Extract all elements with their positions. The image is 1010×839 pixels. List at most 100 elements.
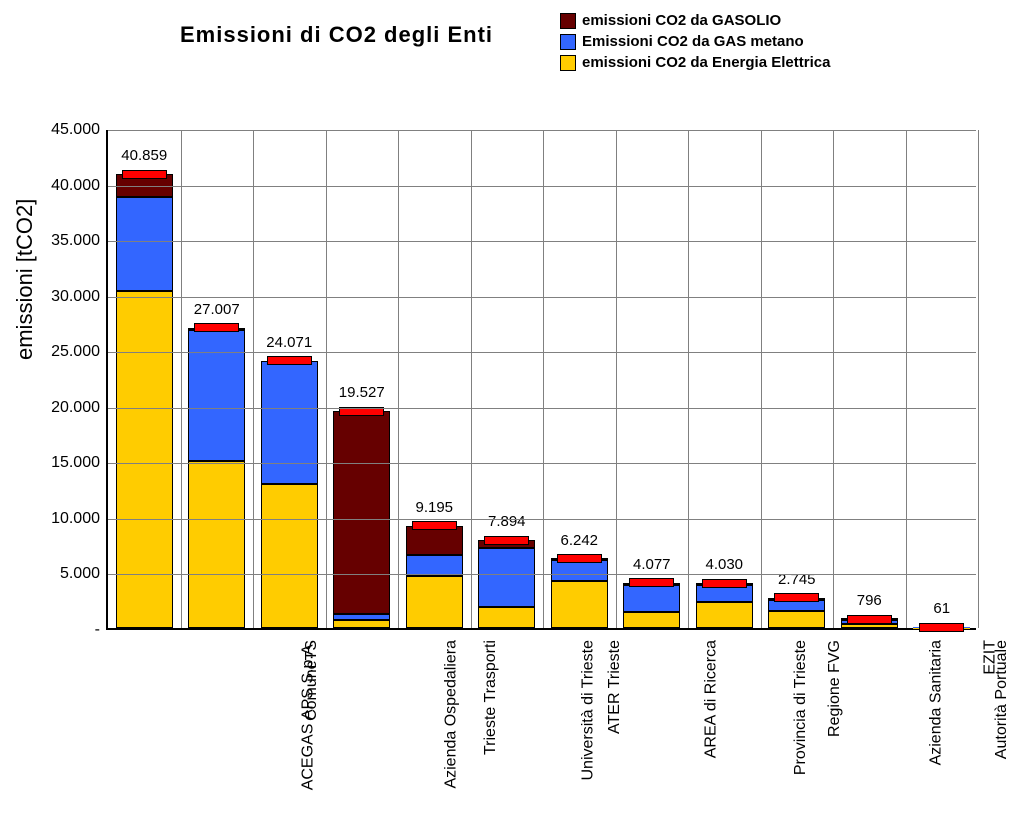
y-tick-label: 40.000: [51, 177, 108, 195]
bar-total-label: 9.195: [415, 499, 453, 516]
legend-item-gas: Emissioni CO2 da GAS metano: [560, 33, 830, 50]
bar-group: [406, 526, 463, 628]
gridline: [108, 241, 976, 242]
bar-total-label: 796: [857, 592, 882, 609]
x-category-label: EZIT: [981, 640, 999, 675]
bar-segment-gasolio: [333, 411, 390, 614]
bar-group: [768, 598, 825, 628]
y-tick-label: 25.000: [51, 343, 108, 361]
bar-red-cap: [629, 578, 674, 587]
vgridline: [761, 130, 762, 628]
x-category-label: Azienda Ospedaliera: [443, 640, 461, 789]
bar-red-cap: [267, 356, 312, 365]
bar-total-label: 27.007: [194, 301, 240, 318]
vgridline: [833, 130, 834, 628]
bar-segment-elettrica: [406, 576, 463, 628]
x-category-label: Provincia di Trieste: [792, 640, 810, 775]
legend-swatch-gas: [560, 34, 576, 50]
co2-emissions-chart: Emissioni di CO2 degli Enti emissioni CO…: [0, 0, 1010, 839]
y-tick-label: 20.000: [51, 399, 108, 417]
x-category-label: Trieste Trasporti: [482, 640, 500, 755]
y-tick-label: 10.000: [51, 510, 108, 528]
gridline: [108, 574, 976, 575]
bar-group: [623, 583, 680, 628]
bar-red-cap: [484, 536, 529, 545]
vgridline: [181, 130, 182, 628]
bar-red-cap: [919, 623, 964, 632]
x-category-label: ATER Trieste: [606, 640, 624, 734]
legend-label-gas: Emissioni CO2 da GAS metano: [582, 33, 804, 50]
legend: emissioni CO2 da GASOLIO Emissioni CO2 da…: [560, 12, 830, 75]
chart-title: Emissioni di CO2 degli Enti: [180, 22, 493, 48]
bar-segment-elettrica: [333, 620, 390, 628]
x-category-label: ComuneTS: [303, 640, 321, 721]
bar-group: [478, 540, 535, 628]
bar-segment-gas: [188, 330, 245, 461]
gridline: [108, 297, 976, 298]
gridline: [108, 463, 976, 464]
legend-item-elettrica: emissioni CO2 da Energia Elettrica: [560, 54, 830, 71]
bar-total-label: 2.745: [778, 571, 816, 588]
legend-swatch-gasolio: [560, 13, 576, 29]
bar-segment-gas: [623, 585, 680, 613]
bar-segment-elettrica: [551, 581, 608, 628]
bar-segment-gas: [478, 548, 535, 607]
bar-red-cap: [774, 593, 819, 602]
bar-total-label: 24.071: [266, 334, 312, 351]
bar-segment-gas: [116, 197, 173, 291]
bar-red-cap: [847, 615, 892, 624]
bar-red-cap: [412, 521, 457, 530]
bar-red-cap: [122, 170, 167, 179]
y-tick-label: 35.000: [51, 232, 108, 250]
x-category-label: Università di Trieste: [580, 640, 598, 781]
y-tick-label: 45.000: [51, 121, 108, 139]
legend-label-gasolio: emissioni CO2 da GASOLIO: [582, 12, 781, 29]
gridline: [108, 352, 976, 353]
gridline: [108, 130, 976, 131]
bar-segment-elettrica: [768, 611, 825, 628]
bar-group: [696, 583, 753, 628]
bar-segment-gas: [261, 361, 318, 483]
bar-segment-gas: [551, 560, 608, 581]
vgridline: [253, 130, 254, 628]
bar-group: [188, 328, 245, 628]
vgridline: [688, 130, 689, 628]
bar-total-label: 6.242: [560, 532, 598, 549]
bar-segment-elettrica: [116, 291, 173, 628]
bars-container: 40.859 27.007 24.071 19.527 9.195 7.894 6.242 4…: [108, 130, 976, 628]
plot-area: 40.859 27.007 24.071 19.527 9.195 7.894 6.242 4…: [106, 130, 976, 630]
bar-segment-elettrica: [478, 607, 535, 628]
vgridline: [906, 130, 907, 628]
y-axis-label: emissioni [tCO2]: [12, 199, 38, 360]
vgridline: [398, 130, 399, 628]
bar-group: [551, 558, 608, 628]
bar-red-cap: [194, 323, 239, 332]
bar-total-label: 19.527: [339, 384, 385, 401]
bar-segment-elettrica: [841, 624, 898, 628]
bar-group: [261, 361, 318, 628]
bar-segment-elettrica: [261, 484, 318, 628]
bar-red-cap: [702, 579, 747, 588]
x-category-label: Azienda Sanitaria: [927, 640, 945, 765]
bar-segment-elettrica: [188, 461, 245, 628]
y-tick-label: -: [95, 621, 108, 639]
x-category-label: AREA di Ricerca: [703, 640, 721, 758]
vgridline: [543, 130, 544, 628]
y-tick-label: 30.000: [51, 288, 108, 306]
x-category-label: Regione FVG: [826, 640, 844, 737]
legend-item-gasolio: emissioni CO2 da GASOLIO: [560, 12, 830, 29]
bar-total-label: 7.894: [488, 513, 526, 530]
bar-total-label: 4.077: [633, 556, 671, 573]
y-tick-label: 15.000: [51, 454, 108, 472]
bar-segment-elettrica: [623, 612, 680, 628]
bar-total-label: 40.859: [121, 147, 167, 164]
gridline: [108, 186, 976, 187]
bar-red-cap: [557, 554, 602, 563]
bar-segment-elettrica: [696, 602, 753, 628]
bar-segment-gas: [333, 614, 390, 621]
vgridline: [326, 130, 327, 628]
gridline: [108, 408, 976, 409]
y-tick-label: 5.000: [60, 565, 108, 583]
gridline: [108, 519, 976, 520]
vgridline: [616, 130, 617, 628]
